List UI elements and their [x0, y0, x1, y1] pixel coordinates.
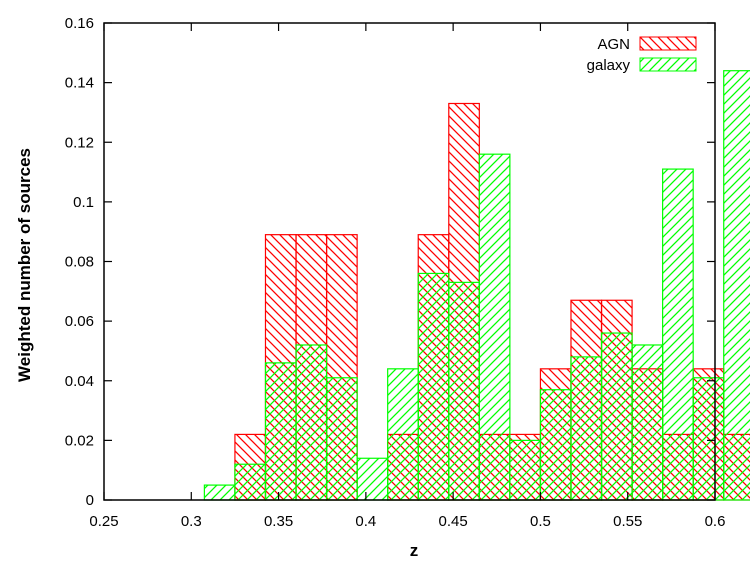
y-tick-label: 0.04	[65, 373, 94, 390]
x-axis-label: z	[410, 541, 419, 560]
galaxy-bar	[387, 368, 419, 501]
galaxy-bar	[478, 153, 511, 501]
legend-label-galaxy: galaxy	[587, 57, 631, 74]
x-tick-label: 0.45	[439, 513, 468, 530]
galaxy-bar	[600, 332, 633, 501]
x-tick-label: 0.55	[613, 513, 642, 530]
x-tick-label: 0.35	[264, 513, 293, 530]
y-tick-label: 0.12	[65, 134, 94, 151]
y-tick-label: 0	[86, 492, 94, 509]
galaxy-bar	[539, 389, 572, 501]
galaxy-bar	[356, 457, 389, 501]
galaxy-bar	[234, 463, 267, 501]
galaxy-bar	[631, 344, 664, 501]
x-axis-ticks: 0.25 0.3 0.35 0.4 0.45 0.5 0.55 0.6	[89, 23, 725, 530]
y-tick-label: 0.14	[65, 75, 94, 92]
x-tick-label: 0.4	[355, 513, 376, 530]
x-tick-label: 0.25	[89, 513, 118, 530]
y-tick-label: 0.08	[65, 254, 94, 271]
galaxy-bar	[692, 377, 725, 501]
galaxy-bar	[723, 70, 750, 501]
legend-swatch-galaxy	[639, 57, 697, 72]
y-axis-label: Weighted number of sources	[15, 148, 34, 382]
x-tick-label: 0.6	[705, 513, 726, 530]
galaxy-bars	[203, 70, 750, 501]
y-axis-ticks: 0 0.02 0.04 0.06 0.08 0.1 0.12 0.14 0.16	[65, 15, 715, 509]
galaxy-bar	[203, 484, 236, 501]
galaxy-bar	[662, 168, 694, 501]
galaxy-bar	[570, 356, 603, 501]
galaxy-bar	[264, 362, 297, 501]
galaxy-bar	[417, 272, 450, 501]
legend-label-agn: AGN	[597, 36, 630, 53]
x-tick-label: 0.5	[530, 513, 551, 530]
galaxy-bar	[509, 439, 542, 501]
galaxy-bar	[295, 344, 328, 501]
legend-swatch-agn	[639, 36, 697, 51]
y-tick-label: 0.1	[73, 194, 94, 211]
x-tick-label: 0.3	[181, 513, 202, 530]
legend: AGN galaxy	[587, 36, 697, 74]
galaxy-bar	[448, 281, 480, 501]
galaxy-bar	[325, 377, 358, 501]
y-tick-label: 0.02	[65, 432, 94, 449]
y-tick-label: 0.16	[65, 15, 94, 32]
y-tick-label: 0.06	[65, 313, 94, 330]
